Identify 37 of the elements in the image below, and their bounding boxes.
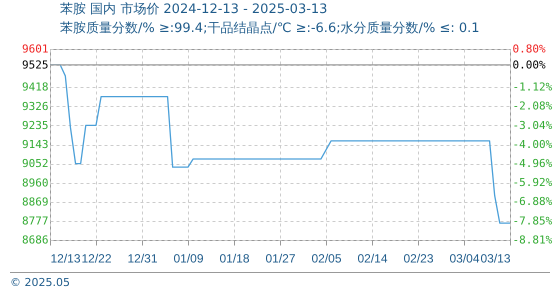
chart-title: 苯胺 国内 市场价 2024-12-13 - 2025-03-13 bbox=[60, 2, 328, 17]
x-tick-label: 02/05 bbox=[311, 252, 342, 266]
x-tick-label: 12/13 bbox=[50, 252, 81, 266]
y2-tick-label: -1.12% bbox=[512, 80, 553, 94]
y2-tick-label: -6.88% bbox=[512, 195, 553, 208]
y-tick-label: 9326 bbox=[22, 100, 48, 113]
x-tick-label: 12/22 bbox=[81, 252, 112, 266]
y-tick-label: 8960 bbox=[22, 176, 48, 190]
y-tick-label: 9235 bbox=[22, 118, 48, 132]
y2-tick-label: -4.00% bbox=[512, 138, 553, 151]
y2-tick-label: -3.04% bbox=[512, 118, 553, 132]
y2-tick-label: -4.96% bbox=[512, 156, 553, 170]
x-tick-label: 01/27 bbox=[265, 252, 296, 266]
x-tick-label: 01/09 bbox=[173, 252, 204, 266]
x-tick-label: 03/13 bbox=[480, 252, 511, 266]
chart-subtitle: 苯胺质量分数/% ≥:99.4;干品结晶点/℃ ≥:-6.6;水分质量分数/% ≤: 0.1 bbox=[60, 21, 480, 36]
y-tick-label: 9601 bbox=[22, 42, 48, 56]
x-tick-label: 02/14 bbox=[357, 252, 388, 266]
y-tick-label: 9143 bbox=[22, 138, 48, 152]
y2-tick-label: -7.85% bbox=[512, 214, 553, 228]
y2-tick-label: 0.00% bbox=[512, 58, 546, 72]
line-series bbox=[49, 64, 511, 224]
y2-tick-label: 0.80% bbox=[512, 42, 546, 56]
y-tick-label: 9418 bbox=[22, 80, 48, 94]
y2-tick-label: -8.81% bbox=[512, 234, 553, 246]
x-tick-label: 03/04 bbox=[449, 252, 480, 266]
y2-tick-label: -2.08% bbox=[512, 100, 553, 113]
y-tick-label: 8777 bbox=[22, 214, 48, 228]
x-tick-label: 02/23 bbox=[403, 252, 434, 266]
y-tick-label: 8686 bbox=[22, 234, 48, 246]
y-tick-label: 9525 bbox=[22, 58, 48, 72]
text: © 2025.05 bbox=[10, 276, 70, 289]
x-tick-label: 12/31 bbox=[127, 252, 158, 266]
y2-tick-label: -5.92% bbox=[512, 176, 553, 190]
x-tick-label: 01/18 bbox=[219, 252, 250, 266]
y-tick-label: 8869 bbox=[22, 195, 48, 208]
y-tick-label: 9052 bbox=[22, 157, 48, 170]
